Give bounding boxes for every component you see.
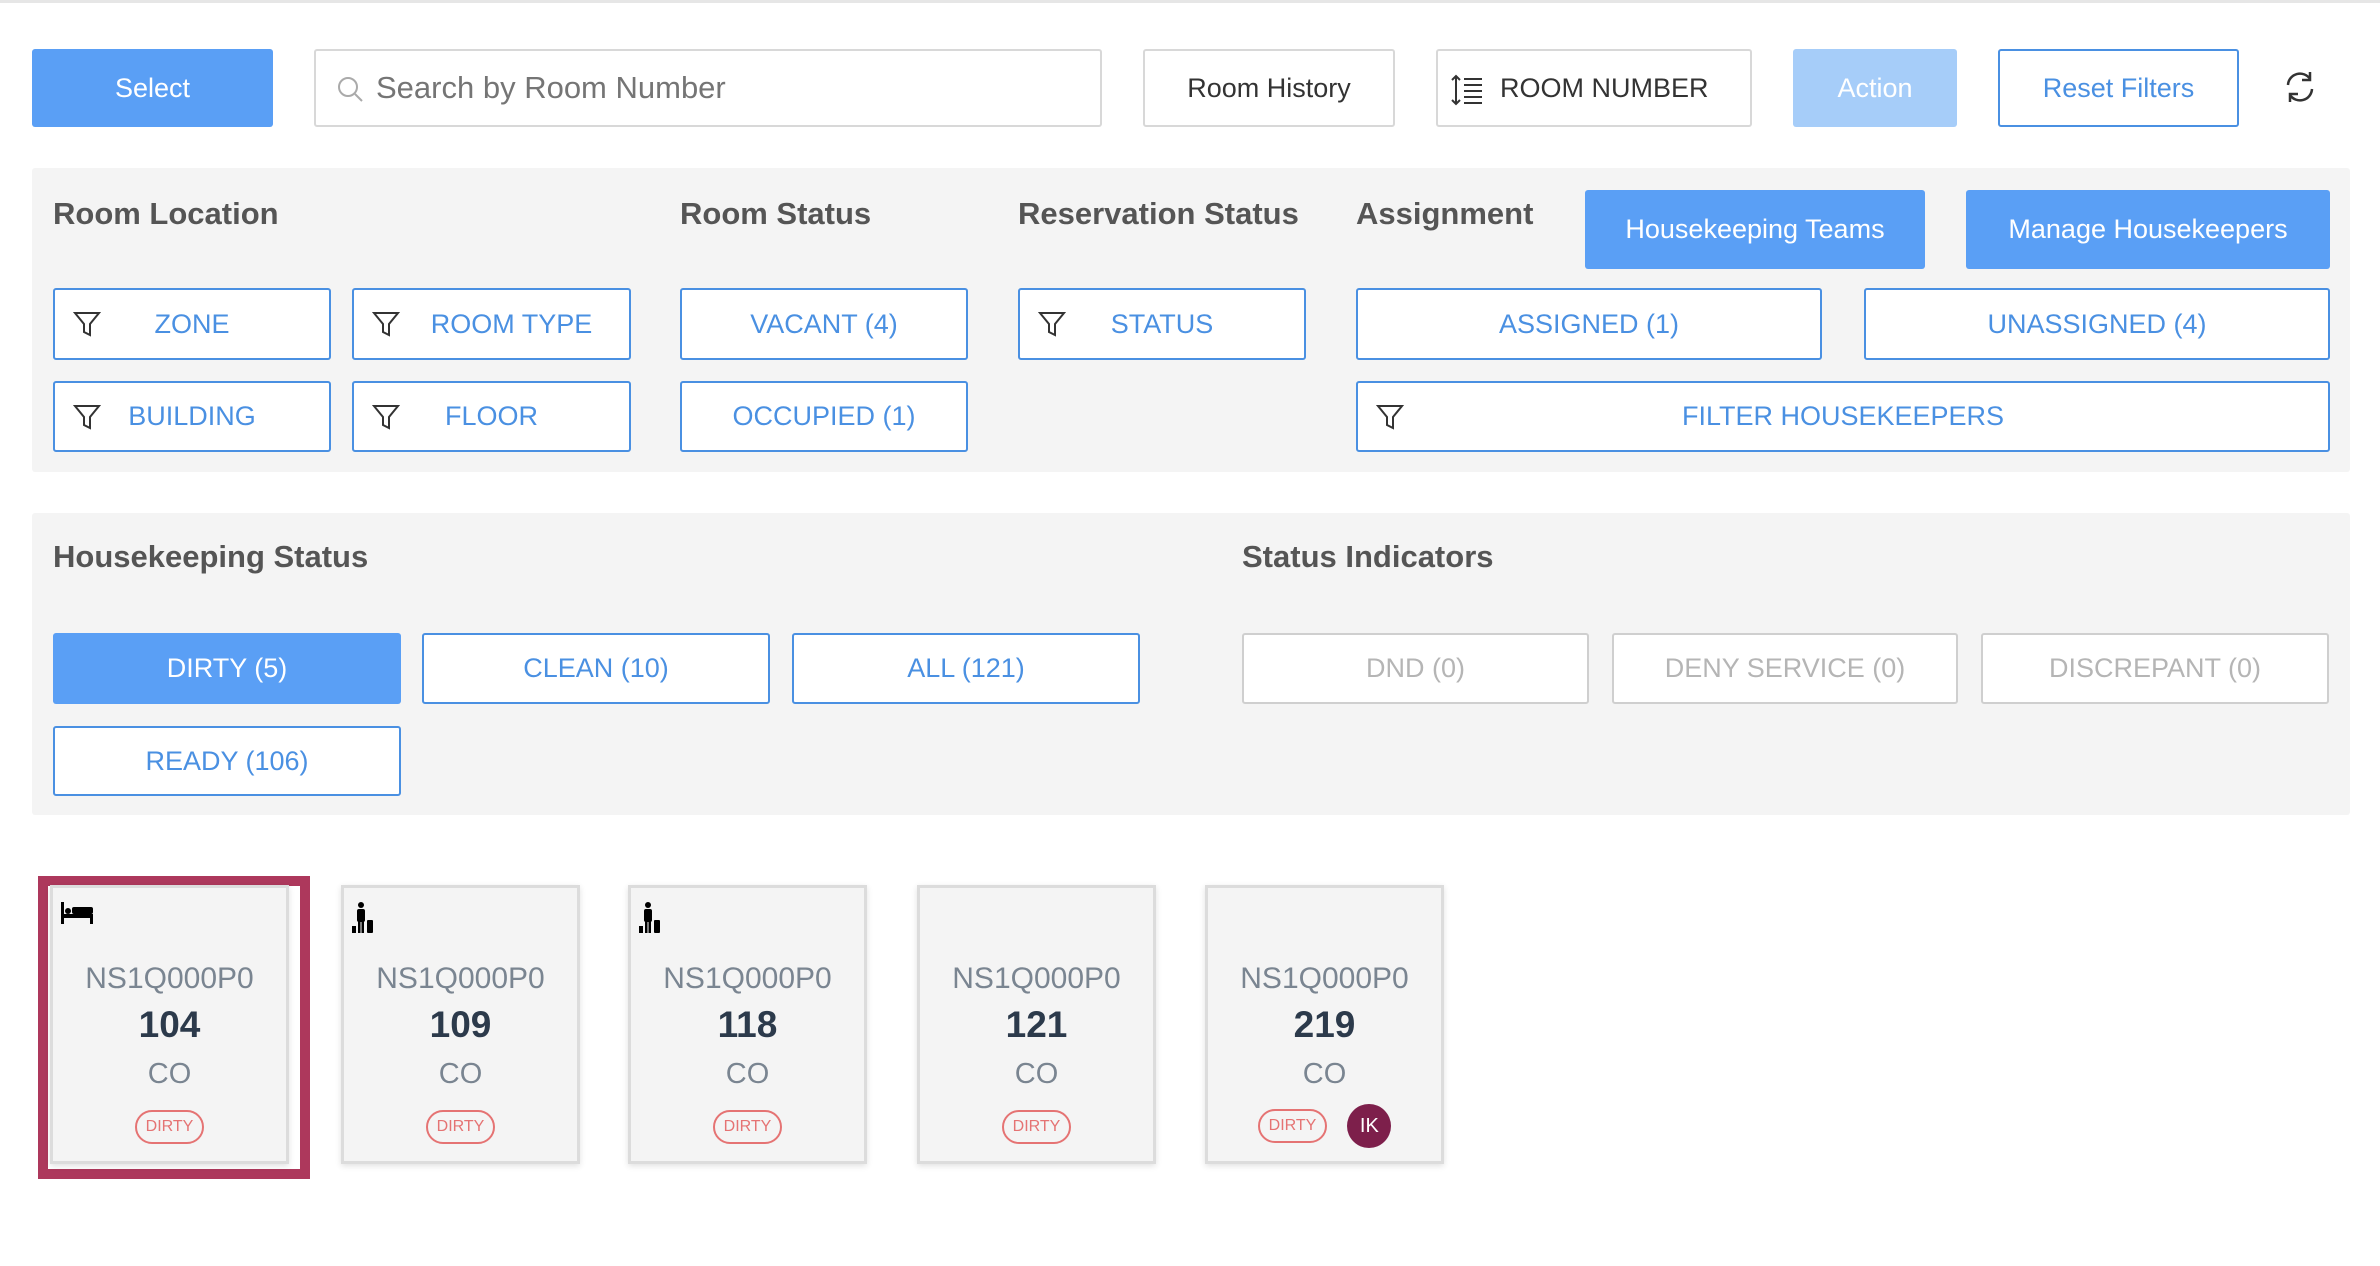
assigned-filter[interactable]: ASSIGNED (1) — [1356, 288, 1822, 360]
status-indicators-heading: Status Indicators — [1242, 539, 1494, 574]
selected-card-highlight — [38, 876, 310, 1179]
room-code: NS1Q000P0 — [376, 962, 545, 995]
building-label: BUILDING — [128, 401, 256, 431]
room-status: CO — [1014, 1058, 1059, 1090]
room-number: 104 — [138, 1004, 201, 1045]
room-status: CO — [725, 1058, 770, 1090]
room-card[interactable]: NS1Q000P0 109 CO DIRTY — [341, 885, 580, 1164]
room-status: CO — [1302, 1058, 1347, 1090]
room-type-filter[interactable]: ROOM TYPE — [352, 288, 631, 360]
vacant-filter[interactable]: VACANT (4) — [680, 288, 968, 360]
deny-service-indicator[interactable]: DENY SERVICE (0) — [1612, 633, 1958, 704]
room-type-label: ROOM TYPE — [430, 308, 593, 339]
filter-icon — [372, 312, 400, 337]
room-code: NS1Q000P0 — [1240, 962, 1409, 995]
housekeeping-teams-button[interactable]: Housekeeping Teams — [1585, 190, 1925, 269]
traveler-icon — [352, 902, 373, 933]
dirty-badge: DIRTY — [1001, 1110, 1072, 1144]
manage-housekeepers-button[interactable]: Manage Housekeepers — [1966, 190, 2330, 269]
room-status-heading: Room Status — [680, 196, 872, 231]
reservation-status-heading: Reservation Status — [1018, 196, 1299, 231]
housekeeping-status-heading: Housekeeping Status — [53, 539, 369, 574]
sort-icon — [1451, 74, 1482, 106]
room-card[interactable]: NS1Q000P0 121 CO DIRTY — [917, 885, 1156, 1164]
filter-icon — [1376, 404, 1404, 430]
room-history-button[interactable]: Room History — [1143, 49, 1395, 127]
room-code: NS1Q000P0 — [663, 962, 832, 995]
room-code: NS1Q000P0 — [952, 962, 1121, 995]
floor-label: FLOOR — [444, 401, 538, 431]
zone-label: ZONE — [154, 308, 230, 339]
room-status: CO — [438, 1058, 483, 1090]
floor-filter[interactable]: FLOOR — [352, 381, 631, 452]
sort-button[interactable]: ROOM NUMBER — [1436, 49, 1752, 127]
dirty-badge: DIRTY — [712, 1110, 783, 1144]
room-number: 109 — [429, 1004, 492, 1045]
room-location-heading: Room Location — [53, 196, 279, 231]
filter-housekeepers-label: FILTER HOUSEKEEPERS — [1681, 401, 2005, 431]
room-card[interactable]: NS1Q000P0 219 CO DIRTY IK — [1205, 885, 1444, 1164]
filter-icon — [73, 404, 101, 430]
housekeeping-panel — [32, 513, 2350, 815]
assignment-heading: Assignment — [1356, 196, 1534, 231]
room-number: 219 — [1293, 1004, 1356, 1045]
room-number: 121 — [1005, 1004, 1068, 1045]
sort-label: ROOM NUMBER — [1500, 72, 1709, 103]
room-card[interactable]: NS1Q000P0 104 CO DIRTY — [50, 885, 289, 1164]
room-number: 118 — [717, 1004, 778, 1045]
clean-filter[interactable]: CLEAN (10) — [422, 633, 770, 704]
discrepant-indicator[interactable]: DISCREPANT (0) — [1981, 633, 2329, 704]
dirty-badge: DIRTY — [425, 1110, 496, 1144]
filter-icon — [73, 312, 101, 337]
search-input[interactable] — [376, 61, 1076, 115]
room-code: NS1Q000P0 — [85, 962, 254, 995]
reservation-status-filter[interactable]: STATUS — [1018, 288, 1306, 360]
action-button[interactable]: Action — [1793, 49, 1957, 127]
reset-filters-button[interactable]: Reset Filters — [1998, 49, 2239, 127]
search-icon — [338, 77, 363, 102]
dirty-badge: DIRTY — [1257, 1109, 1328, 1143]
traveler-icon — [639, 902, 660, 933]
building-filter[interactable]: BUILDING — [53, 381, 331, 452]
room-card[interactable]: NS1Q000P0 118 CO DIRTY — [628, 885, 867, 1164]
zone-filter[interactable]: ZONE — [53, 288, 331, 360]
select-button[interactable]: Select — [32, 49, 273, 127]
dnd-indicator[interactable]: DND (0) — [1242, 633, 1589, 704]
refresh-icon[interactable] — [2282, 69, 2318, 105]
occupied-filter[interactable]: OCCUPIED (1) — [680, 381, 968, 452]
ready-filter[interactable]: READY (106) — [53, 726, 401, 796]
search-field[interactable] — [314, 49, 1102, 127]
all-filter[interactable]: ALL (121) — [792, 633, 1140, 704]
filter-icon — [1038, 312, 1066, 337]
status-label: STATUS — [1110, 308, 1214, 339]
bed-icon — [61, 902, 93, 924]
dirty-badge: DIRTY — [134, 1110, 205, 1144]
dirty-filter[interactable]: DIRTY (5) — [53, 633, 401, 704]
assignee-avatar: IK — [1347, 1104, 1392, 1148]
room-status: CO — [147, 1058, 192, 1090]
filter-housekeepers-button[interactable]: FILTER HOUSEKEEPERS — [1356, 381, 2330, 452]
unassigned-filter[interactable]: UNASSIGNED (4) — [1864, 288, 2330, 360]
filter-icon — [372, 404, 400, 430]
